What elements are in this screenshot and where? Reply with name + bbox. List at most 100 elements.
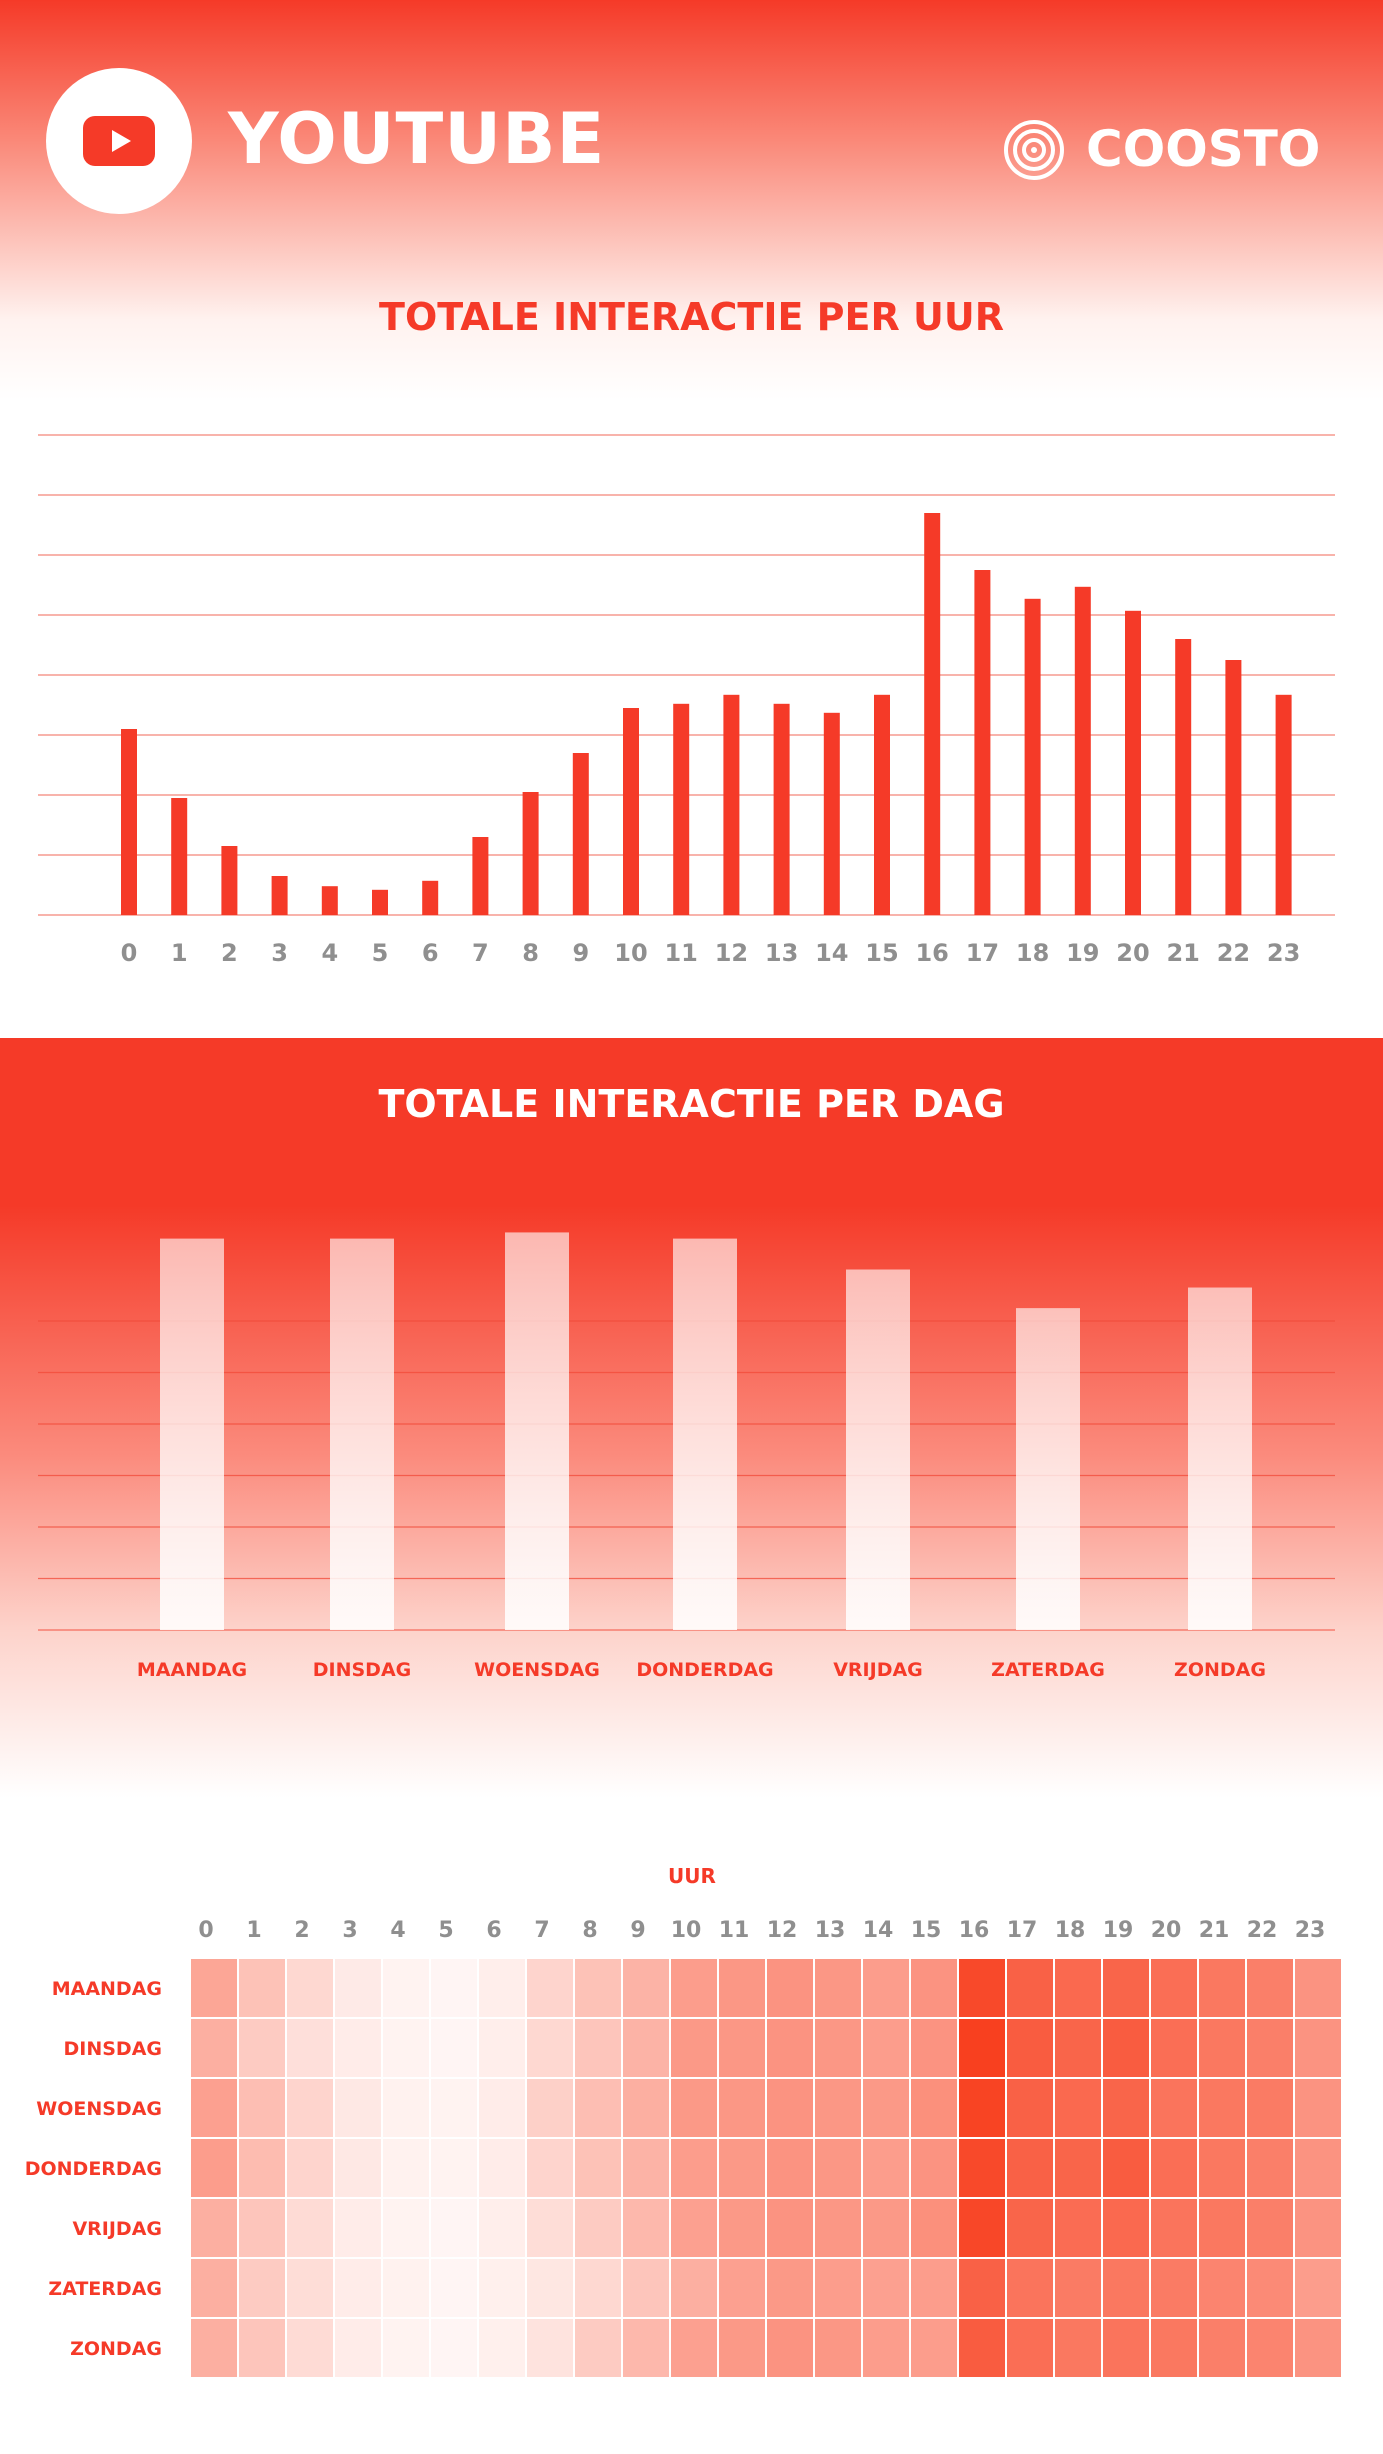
hour-bar: [974, 570, 991, 915]
heatmap-cell: [719, 2199, 765, 2257]
heatmap-cell: [623, 2259, 669, 2317]
hour-tick-label: 17: [966, 939, 999, 967]
hour-tick-label: 20: [1116, 939, 1149, 967]
heatmap-cell: [767, 2259, 813, 2317]
heatmap-cell: [1199, 2079, 1245, 2137]
heatmap-cell: [911, 2079, 957, 2137]
heatmap-day-label: WOENSDAG: [36, 2098, 162, 2120]
heatmap-cell: [1199, 1959, 1245, 2017]
hour-bar-chart: 0 1 2 3 4 5 6 7 8 9 10 11 12 13 14 15 16 17 18 19 20 21 22 23: [38, 434, 1335, 967]
heatmap-cell: [719, 2259, 765, 2317]
heatmap-cell: [287, 2259, 333, 2317]
partner-name: COOSTO: [1086, 120, 1321, 178]
heatmap-cell: [1151, 1959, 1197, 2017]
hour-tick-label: 23: [1267, 939, 1300, 967]
coosto-target-icon: [1004, 120, 1064, 180]
header-band: [0, 0, 1383, 400]
heatmap-cell: [575, 2259, 621, 2317]
heatmap-cell: [1151, 2319, 1197, 2377]
hour-tick-label: 5: [372, 939, 389, 967]
heatmap-hour-label: 1: [246, 1918, 261, 1943]
heatmap-cell: [191, 1959, 237, 2017]
heatmap-cell: [1151, 2199, 1197, 2257]
heatmap-cell: [1103, 2079, 1149, 2137]
heatmap-day-label: DONDERDAG: [25, 2158, 162, 2180]
heatmap-cell: [1295, 2139, 1341, 2197]
heatmap-cell: [1055, 2019, 1101, 2077]
heatmap-cell: [863, 2019, 909, 2077]
heatmap-cell: [383, 2259, 429, 2317]
heatmap-hour-label: 11: [719, 1918, 750, 1943]
heatmap-cell: [671, 2259, 717, 2317]
heatmap-cell: [335, 2319, 381, 2377]
heatmap-cell: [767, 2019, 813, 2077]
heatmap-cell: [959, 2139, 1005, 2197]
heatmap-cell: [911, 2019, 957, 2077]
heatmap-cell: [191, 2199, 237, 2257]
heatmap-cell: [383, 2079, 429, 2137]
heatmap-cell: [335, 2199, 381, 2257]
heatmap-cell: [191, 2079, 237, 2137]
heatmap-cell: [383, 2319, 429, 2377]
heatmap-cell: [479, 2259, 525, 2317]
heatmap-cell: [815, 2199, 861, 2257]
hour-tick-label: 10: [614, 939, 647, 967]
heatmap-cell: [911, 2319, 957, 2377]
hour-tick-label: 8: [522, 939, 539, 967]
heatmap-cell: [575, 2199, 621, 2257]
heatmap-cell: [1007, 2259, 1053, 2317]
heatmap-hour-label: 18: [1055, 1918, 1086, 1943]
heatmap-cell: [335, 2139, 381, 2197]
heatmap-cell: [1199, 2139, 1245, 2197]
hour-tick-label: 22: [1217, 939, 1250, 967]
heatmap-cell: [1247, 2319, 1293, 2377]
hour-tick-label: 6: [422, 939, 439, 967]
heatmap-day-label: MAANDAG: [52, 1978, 162, 2000]
heatmap-cell: [623, 2019, 669, 2077]
day-bar: [330, 1238, 394, 1630]
heatmap-cell: [1007, 2199, 1053, 2257]
heatmap-cell: [239, 2319, 285, 2377]
heatmap-cell: [719, 2139, 765, 2197]
heatmap-cell: [1295, 2079, 1341, 2137]
heatmap-cell: [623, 2199, 669, 2257]
heatmap-cell: [1103, 2139, 1149, 2197]
heatmap-cell: [815, 2139, 861, 2197]
heatmap-cell: [239, 1959, 285, 2017]
heatmap-cell: [671, 2139, 717, 2197]
heatmap-cell: [527, 2319, 573, 2377]
heatmap-cell: [1151, 2139, 1197, 2197]
heatmap-cell: [623, 2319, 669, 2377]
heatmap-hour-label: 4: [390, 1918, 405, 1943]
hour-bar: [522, 792, 539, 915]
day-tick-label: MAANDAG: [137, 1659, 247, 1681]
heatmap-hour-label: 5: [438, 1918, 453, 1943]
heatmap-hour-label: 15: [911, 1918, 942, 1943]
heatmap-cell: [575, 2079, 621, 2137]
day-chart-title: TOTALE INTERACTIE PER DAG: [378, 1082, 1005, 1126]
day-tick-label: ZATERDAG: [991, 1659, 1105, 1681]
heatmap-cell: [1247, 2139, 1293, 2197]
hour-tick-label: 19: [1066, 939, 1099, 967]
heatmap-cell: [1055, 2079, 1101, 2137]
heatmap-cell: [767, 1959, 813, 2017]
heatmap-cell: [383, 2139, 429, 2197]
hour-bar: [723, 694, 740, 915]
heatmap-cell: [479, 2319, 525, 2377]
heatmap-cell: [1295, 1959, 1341, 2017]
hour-bar: [773, 703, 790, 915]
heatmap-cell: [815, 2079, 861, 2137]
heatmap-cell: [1151, 2079, 1197, 2137]
heatmap-cell: [671, 2319, 717, 2377]
heatmap-axis-label: UUR: [668, 1864, 716, 1888]
heatmap-cell: [815, 2319, 861, 2377]
heatmap-cell: [383, 1959, 429, 2017]
heatmap-cell: [815, 2019, 861, 2077]
hour-bar: [623, 708, 639, 915]
heatmap-cell: [287, 2319, 333, 2377]
heatmap-cell: [239, 2259, 285, 2317]
day-bar: [673, 1238, 737, 1630]
heatmap-cell: [479, 2139, 525, 2197]
heatmap-hour-label: 22: [1247, 1918, 1278, 1943]
